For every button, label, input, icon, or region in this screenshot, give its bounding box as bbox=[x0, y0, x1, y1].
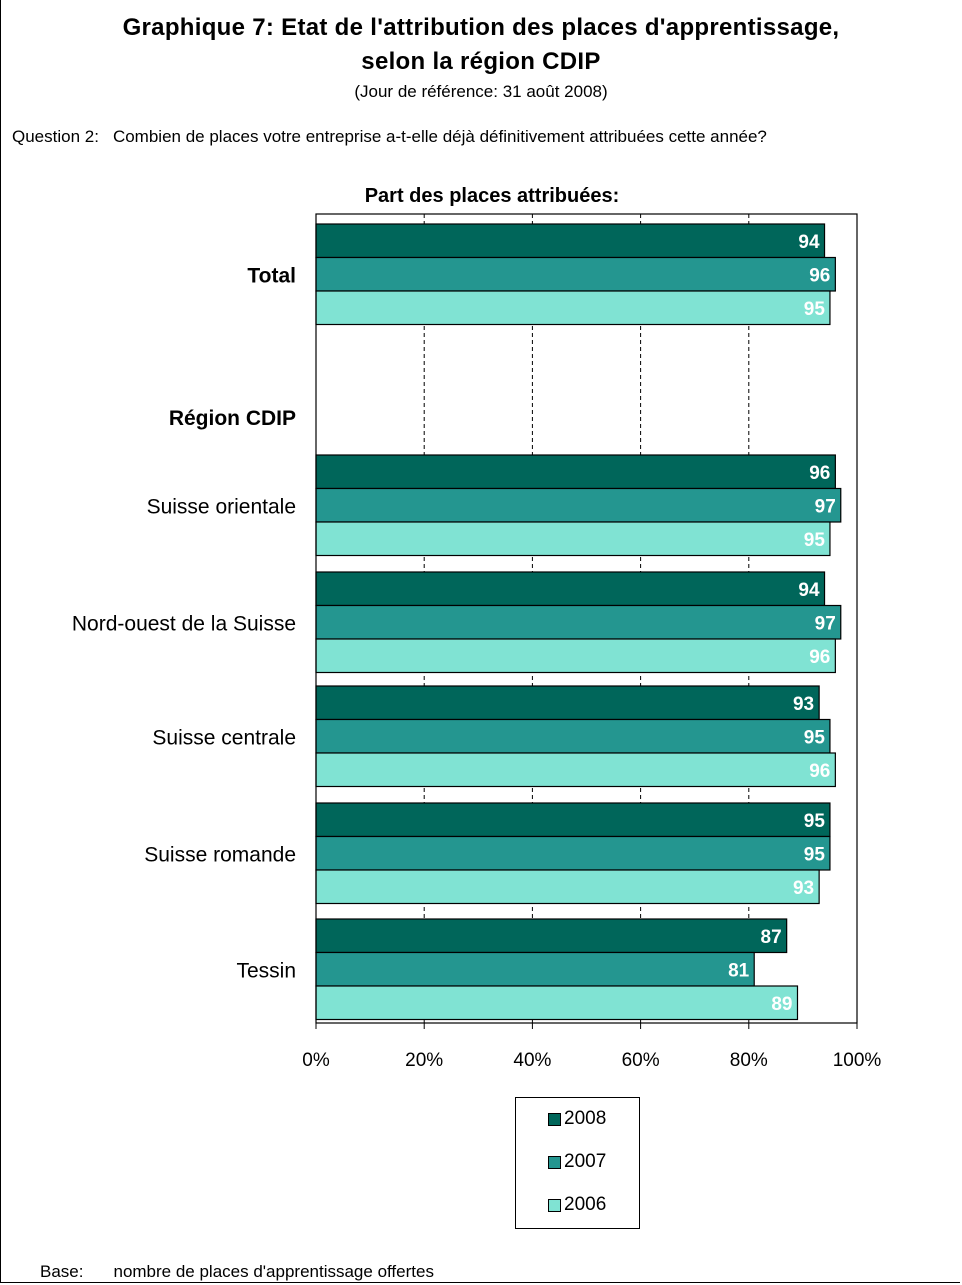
category-label-tessin: Tessin bbox=[236, 959, 296, 982]
data-label-suisse-centrale-2008: 93 bbox=[793, 694, 814, 715]
data-label-tessin-2006: 89 bbox=[771, 994, 792, 1015]
data-label-nord-ouest-de-la-suisse-2008: 94 bbox=[798, 580, 820, 601]
category-label-nord-ouest-de-la-suisse: Nord-ouest de la Suisse bbox=[72, 612, 296, 635]
data-label-total-2008: 94 bbox=[798, 232, 820, 253]
x-tick-label: 60% bbox=[622, 1050, 660, 1071]
question-label: Question 2: bbox=[12, 127, 99, 146]
data-label-suisse-romande-2007: 95 bbox=[804, 844, 826, 865]
legend-item-2006: 2006 bbox=[548, 1194, 606, 1216]
data-label-suisse-orientale-2007: 97 bbox=[815, 496, 836, 517]
legend-label-2006: 2006 bbox=[564, 1194, 607, 1215]
bar-total-2008 bbox=[315, 223, 826, 259]
category-label-suisse-centrale: Suisse centrale bbox=[152, 726, 296, 749]
x-tick-label: 40% bbox=[513, 1050, 551, 1071]
legend-label-2008: 2008 bbox=[564, 1108, 607, 1129]
footnote-label: Base: bbox=[40, 1262, 84, 1281]
footnote: Base: nombre de places d'apprentissage of… bbox=[40, 1262, 434, 1282]
bar-suisse-orientale-2007 bbox=[315, 487, 842, 523]
bar-nord-ouest-de-la-suisse-2007 bbox=[315, 604, 842, 640]
bar-total-2006 bbox=[315, 290, 831, 326]
chart-subtitle: (Jour de référence: 31 août 2008) bbox=[354, 82, 608, 101]
bar-total-2007 bbox=[315, 256, 836, 292]
question-text: Combien de places votre entreprise a-t-e… bbox=[112, 127, 767, 146]
section-label: Région CDIP bbox=[169, 407, 296, 430]
bar-suisse-orientale-2006 bbox=[315, 521, 831, 557]
x-tick-label: 100% bbox=[833, 1050, 882, 1071]
legend-item-2007: 2007 bbox=[548, 1151, 606, 1173]
data-label-suisse-romande-2006: 93 bbox=[793, 878, 814, 899]
category-label-total: Total bbox=[247, 264, 296, 287]
legend-swatch-2008 bbox=[548, 1112, 561, 1126]
bar-suisse-centrale-2008 bbox=[315, 685, 820, 721]
bar-suisse-orientale-2008 bbox=[315, 454, 836, 490]
data-label-tessin-2008: 87 bbox=[761, 927, 782, 948]
bar-suisse-romande-2007 bbox=[315, 835, 831, 871]
data-label-nord-ouest-de-la-suisse-2006: 96 bbox=[809, 647, 830, 668]
category-label-suisse-orientale: Suisse orientale bbox=[147, 495, 296, 518]
legend-swatch-2007 bbox=[548, 1155, 561, 1169]
legend-swatch-2006 bbox=[548, 1198, 561, 1212]
chart-title-line2: selon la région CDIP bbox=[361, 48, 601, 75]
x-tick-label: 0% bbox=[302, 1050, 330, 1071]
data-label-tessin-2007: 81 bbox=[728, 960, 750, 981]
bar-nord-ouest-de-la-suisse-2008 bbox=[315, 571, 826, 607]
legend: 2008 2007 2006 bbox=[515, 1097, 640, 1229]
x-tick-label: 20% bbox=[405, 1050, 443, 1071]
category-label-suisse-romande: Suisse romande bbox=[144, 843, 296, 866]
bar-suisse-centrale-2007 bbox=[315, 718, 831, 754]
bar-tessin-2006 bbox=[315, 985, 799, 1021]
data-label-suisse-romande-2008: 95 bbox=[804, 811, 826, 832]
data-label-total-2006: 95 bbox=[804, 299, 826, 320]
data-label-nord-ouest-de-la-suisse-2007: 97 bbox=[815, 613, 836, 634]
bar-suisse-romande-2006 bbox=[315, 869, 820, 905]
bar-suisse-romande-2008 bbox=[315, 802, 831, 838]
data-label-suisse-orientale-2006: 95 bbox=[804, 530, 826, 551]
chart-title-line1: Graphique 7: Etat de l'attribution des p… bbox=[122, 14, 840, 41]
data-label-suisse-centrale-2006: 96 bbox=[809, 761, 830, 782]
data-label-suisse-centrale-2007: 95 bbox=[804, 727, 826, 748]
bar-tessin-2008 bbox=[315, 918, 788, 954]
question: Question 2: Combien de places votre entre… bbox=[12, 127, 767, 147]
legend-item-2008: 2008 bbox=[548, 1108, 606, 1130]
bar-nord-ouest-de-la-suisse-2006 bbox=[315, 638, 836, 674]
data-label-total-2007: 96 bbox=[809, 265, 830, 286]
bar-suisse-centrale-2006 bbox=[315, 752, 836, 788]
legend-label-2007: 2007 bbox=[564, 1151, 607, 1172]
x-tick-label: 80% bbox=[730, 1050, 768, 1071]
footnote-text: nombre de places d'apprentissage offerte… bbox=[113, 1262, 434, 1281]
plot-title: Part des places attribuées: bbox=[365, 185, 620, 207]
bar-tessin-2007 bbox=[315, 951, 755, 987]
data-label-suisse-orientale-2008: 96 bbox=[809, 463, 830, 484]
plot-border bbox=[315, 213, 858, 1024]
